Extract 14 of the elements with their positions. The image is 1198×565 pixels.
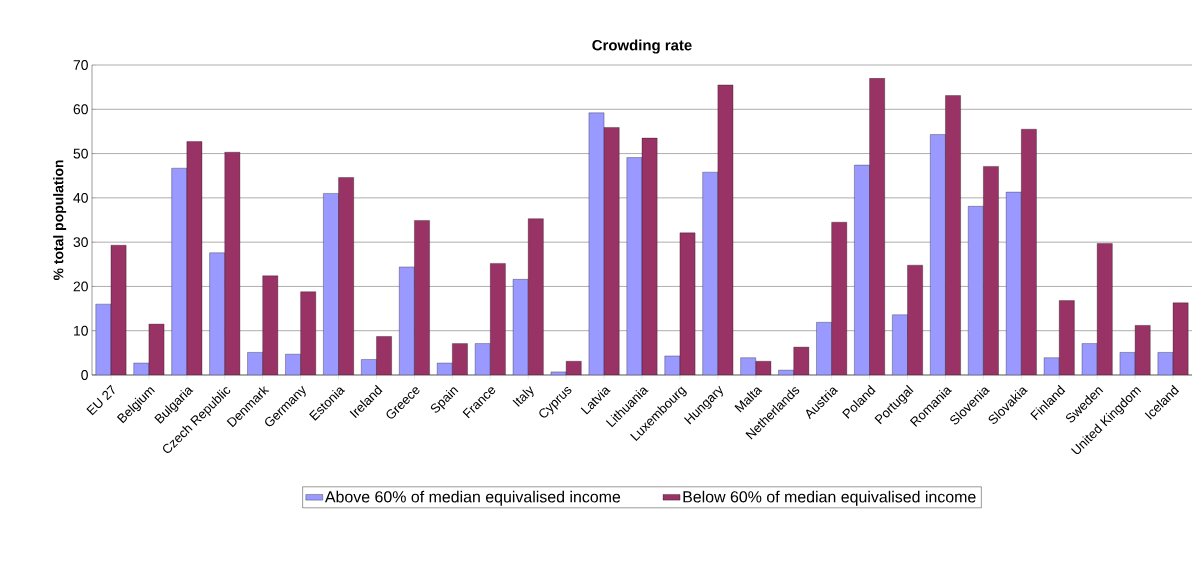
legend-label: Below 60% of median equivalised income	[683, 490, 976, 506]
y-tick-label: 10	[74, 325, 88, 336]
y-axis-title: % total population	[53, 160, 67, 281]
y-tick-label: 20	[73, 281, 88, 292]
y-tick-label: 30	[73, 237, 88, 248]
x-tick-label: Italy	[512, 386, 534, 407]
y-tick-label: 70	[73, 60, 88, 70]
y-tick-label: 60	[73, 104, 88, 115]
y-tick-label: 0	[81, 370, 88, 380]
chart-title: Crowding rate	[592, 39, 692, 54]
y-tick-label: 50	[73, 148, 88, 159]
legend-label: Above 60% of median equivalised income	[324, 490, 621, 506]
x-tick-label: EU 27	[86, 384, 115, 416]
y-tick-label: 40	[73, 192, 88, 203]
